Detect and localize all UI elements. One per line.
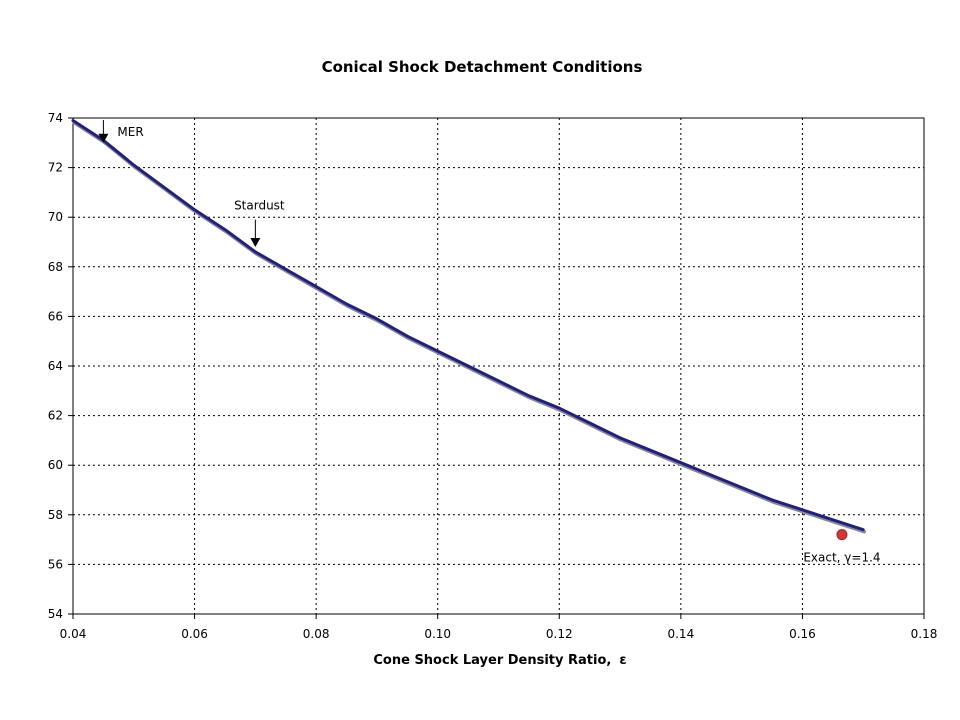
x-tick-label: 0.12 [546,627,573,641]
stardust-label: Stardust [234,199,285,213]
x-tick-label: 0.10 [424,627,451,641]
y-tick-label: 74 [48,111,63,125]
y-tick-label: 68 [48,260,63,274]
annotations-layer: MER Stardust [98,120,285,247]
chart-title: Conical Shock Detachment Conditions [322,58,643,76]
y-tick-label: 70 [48,210,63,224]
points-layer: Exact, γ=1.4 [803,529,881,565]
x-tick-label: 0.18 [911,627,938,641]
y-tick-label: 66 [48,309,63,323]
y-tick-labels: 54 56 58 60 62 64 66 68 70 72 74 [48,111,63,621]
x-tick-labels: 0.04 0.06 0.08 0.10 0.12 0.14 0.16 0.18 [60,627,938,641]
x-tick-label: 0.08 [303,627,330,641]
mer-label: MER [117,125,143,139]
x-tick-label: 0.14 [667,627,694,641]
series-line-shadow [72,120,866,534]
y-tick-label: 72 [48,161,63,175]
mer-arrow-head [98,133,109,143]
y-tick-label: 54 [48,607,63,621]
exact-point-marker [836,529,848,541]
x-axis-label-symbol: ε [619,653,626,668]
x-tick-label: 0.04 [60,627,87,641]
plot-frame [72,117,925,615]
y-tick-label: 62 [48,409,63,423]
y-tick-label: 60 [48,458,63,472]
y-tick-label: 58 [48,508,63,522]
series-line [71,119,865,532]
series-layer [71,119,866,534]
x-tick-label: 0.06 [181,627,208,641]
y-tick-label: 56 [48,557,63,571]
y-tick-label: 64 [48,359,63,373]
x-axis-label-text: Cone Shock Layer Density Ratio, [373,653,611,668]
x-axis-label: Cone Shock Layer Density Ratio, ε [373,653,626,668]
x-tick-label: 0.16 [789,627,816,641]
stardust-arrow-head [250,237,261,247]
exact-point-label: Exact, γ=1.4 [803,551,880,565]
grid-lines [68,117,925,619]
